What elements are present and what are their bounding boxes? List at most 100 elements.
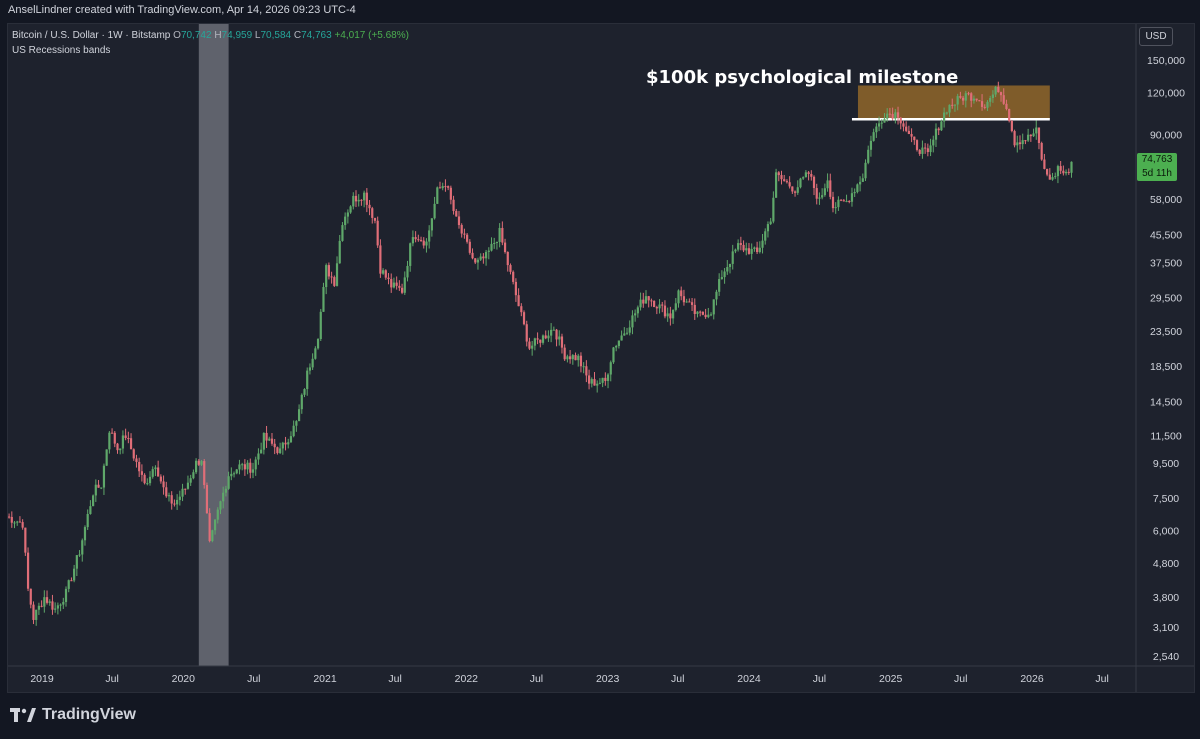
candle-down bbox=[116, 443, 119, 451]
time-tick-label: 2024 bbox=[737, 673, 761, 685]
candle-down bbox=[807, 172, 810, 174]
legend-indicator[interactable]: US Recessions bands bbox=[12, 45, 111, 56]
candle-up bbox=[934, 128, 938, 140]
time-tick-label: Jul bbox=[954, 673, 967, 685]
candle-up bbox=[991, 94, 994, 98]
candle-up bbox=[728, 263, 732, 268]
candle-down bbox=[417, 239, 420, 241]
candle-up bbox=[869, 140, 873, 150]
candle-up bbox=[861, 178, 864, 182]
price-chart[interactable]: 150,000 120,000 90,000 58,000 45,500 37,500 29… bbox=[8, 24, 1194, 692]
candle-down bbox=[124, 435, 127, 439]
candle-down bbox=[522, 312, 526, 325]
candle-up bbox=[251, 469, 255, 473]
candle-up bbox=[571, 355, 574, 360]
candle-down bbox=[661, 304, 664, 306]
candle-down bbox=[205, 485, 209, 514]
candle-up bbox=[56, 605, 59, 609]
candle-down bbox=[1018, 142, 1022, 145]
candle-down bbox=[913, 136, 916, 141]
candle-down bbox=[455, 210, 458, 217]
candle-up bbox=[381, 270, 385, 274]
candle-down bbox=[791, 186, 794, 192]
candle-down bbox=[51, 601, 54, 610]
candle-up bbox=[644, 296, 648, 304]
price-tick-label: 29,500 bbox=[1150, 293, 1182, 305]
candle-up bbox=[804, 172, 807, 178]
candle-down bbox=[647, 296, 650, 301]
currency-selector[interactable]: USD bbox=[1139, 27, 1173, 46]
candle-down bbox=[460, 225, 463, 234]
candle-up bbox=[867, 149, 870, 163]
candle-up bbox=[731, 251, 734, 264]
price-tick-label: 6,000 bbox=[1153, 525, 1179, 537]
time-tick-label: 2019 bbox=[30, 673, 54, 685]
candle-down bbox=[650, 300, 653, 302]
candle-up bbox=[766, 224, 770, 232]
candle-up bbox=[666, 313, 669, 317]
legend-symbol: Bitcoin / U.S. Dollar · 1W · Bitstamp bbox=[12, 30, 171, 41]
candle-down bbox=[831, 196, 835, 209]
legend-low-label: L bbox=[254, 30, 261, 41]
candle-down bbox=[756, 247, 759, 253]
candle-up bbox=[148, 476, 152, 484]
candle-up bbox=[300, 394, 303, 410]
candle-up bbox=[821, 195, 824, 198]
candle-down bbox=[793, 191, 797, 193]
price-tick-label: 4,800 bbox=[1153, 558, 1179, 570]
time-tick-label: 2026 bbox=[1020, 673, 1044, 685]
candle-up bbox=[552, 329, 555, 331]
candle-up bbox=[858, 181, 862, 185]
candle-up bbox=[696, 311, 699, 314]
candle-down bbox=[21, 522, 24, 528]
candle-down bbox=[555, 329, 558, 340]
candle-down bbox=[466, 234, 469, 242]
candle-up bbox=[119, 448, 122, 451]
candle-down bbox=[29, 588, 32, 605]
candle-up bbox=[311, 358, 314, 368]
candle-down bbox=[162, 481, 165, 488]
candle-down bbox=[967, 93, 970, 95]
candle-down bbox=[26, 552, 30, 589]
candle-up bbox=[392, 282, 396, 288]
candle-up bbox=[403, 277, 406, 293]
candle-up bbox=[880, 122, 883, 124]
candle-down bbox=[1045, 168, 1049, 175]
candle-up bbox=[306, 370, 309, 390]
candle-up bbox=[48, 601, 51, 603]
candle-down bbox=[506, 251, 509, 266]
candle-up bbox=[921, 147, 924, 154]
candle-up bbox=[428, 230, 431, 242]
candle-up bbox=[639, 299, 642, 308]
candle-down bbox=[360, 199, 363, 201]
candle-up bbox=[178, 496, 181, 500]
candle-up bbox=[67, 580, 70, 589]
candle-down bbox=[514, 281, 517, 296]
candle-down bbox=[747, 248, 751, 254]
candle-down bbox=[528, 341, 531, 349]
candle-up bbox=[479, 256, 482, 260]
candle-up bbox=[213, 519, 217, 531]
candle-up bbox=[834, 207, 837, 209]
candle-up bbox=[73, 568, 76, 581]
candle-up bbox=[945, 112, 948, 114]
time-tick-label: 2025 bbox=[879, 673, 903, 685]
candle-down bbox=[97, 484, 100, 488]
candle-down bbox=[918, 149, 921, 154]
candle-up bbox=[89, 506, 92, 514]
tradingview-logo[interactable]: TradingView bbox=[10, 706, 136, 724]
candle-down bbox=[449, 187, 452, 200]
candle-down bbox=[812, 176, 816, 189]
candle-down bbox=[539, 339, 542, 343]
candle-down bbox=[197, 460, 200, 465]
candle-down bbox=[8, 516, 11, 518]
candle-down bbox=[777, 172, 780, 176]
candle-down bbox=[10, 516, 13, 523]
chart-frame[interactable]: 150,000 120,000 90,000 58,000 45,500 37,500 29… bbox=[7, 23, 1195, 693]
candle-down bbox=[1059, 166, 1062, 171]
candle-up bbox=[219, 501, 222, 510]
candle-down bbox=[368, 204, 371, 209]
candle-up bbox=[932, 139, 935, 146]
time-tick-label: Jul bbox=[388, 673, 401, 685]
candle-up bbox=[78, 554, 81, 556]
